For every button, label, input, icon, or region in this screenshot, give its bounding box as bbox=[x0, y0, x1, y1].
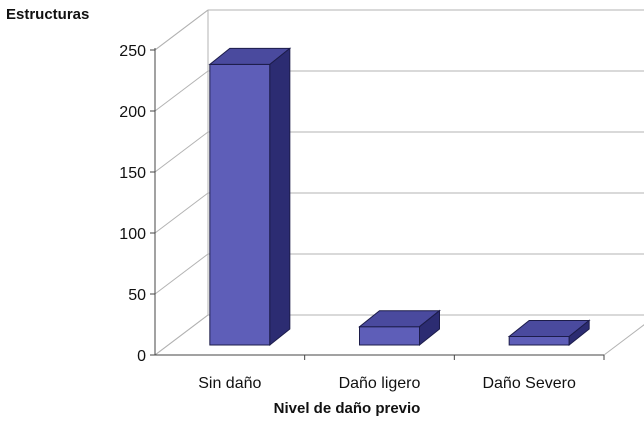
y-tick-label: 50 bbox=[128, 287, 146, 304]
y-tick-label: 200 bbox=[119, 104, 146, 121]
y-tick-label: 250 bbox=[119, 43, 146, 60]
gridline-diagonal bbox=[154, 192, 209, 234]
x-tick-label: Daño ligero bbox=[339, 375, 421, 392]
y-tick-label: 100 bbox=[119, 226, 146, 243]
axes bbox=[154, 48, 604, 356]
y-axis-title: Estructuras bbox=[6, 6, 90, 23]
bar-front-face bbox=[359, 326, 420, 346]
y-tick-label: 0 bbox=[137, 348, 146, 365]
gridline-diagonal bbox=[154, 131, 209, 173]
y-tick-label: 150 bbox=[119, 165, 146, 182]
gridline-diagonal bbox=[154, 70, 209, 112]
x-tick-label: Daño Severo bbox=[482, 375, 575, 392]
x-tick-label: Sin daño bbox=[198, 375, 261, 392]
bar-front-face bbox=[209, 63, 271, 346]
bar-side-face bbox=[568, 319, 590, 347]
x-axis-title: Nivel de daño previo bbox=[273, 400, 421, 417]
bar-side-face bbox=[269, 47, 291, 347]
gridline-diagonal bbox=[154, 314, 209, 356]
bar-front-face bbox=[508, 335, 570, 346]
bar-side-face bbox=[419, 309, 440, 347]
bars bbox=[208, 47, 591, 347]
y-tick-labels: 0 50 100 150 200 250 bbox=[119, 43, 155, 365]
gridline-diagonal bbox=[154, 9, 209, 51]
bar bbox=[358, 309, 441, 347]
bar bbox=[208, 47, 292, 347]
x-tick-labels: Sin daño Daño ligero Daño Severo bbox=[198, 355, 605, 392]
bar bbox=[507, 319, 591, 347]
gridline-diagonal bbox=[154, 253, 209, 295]
